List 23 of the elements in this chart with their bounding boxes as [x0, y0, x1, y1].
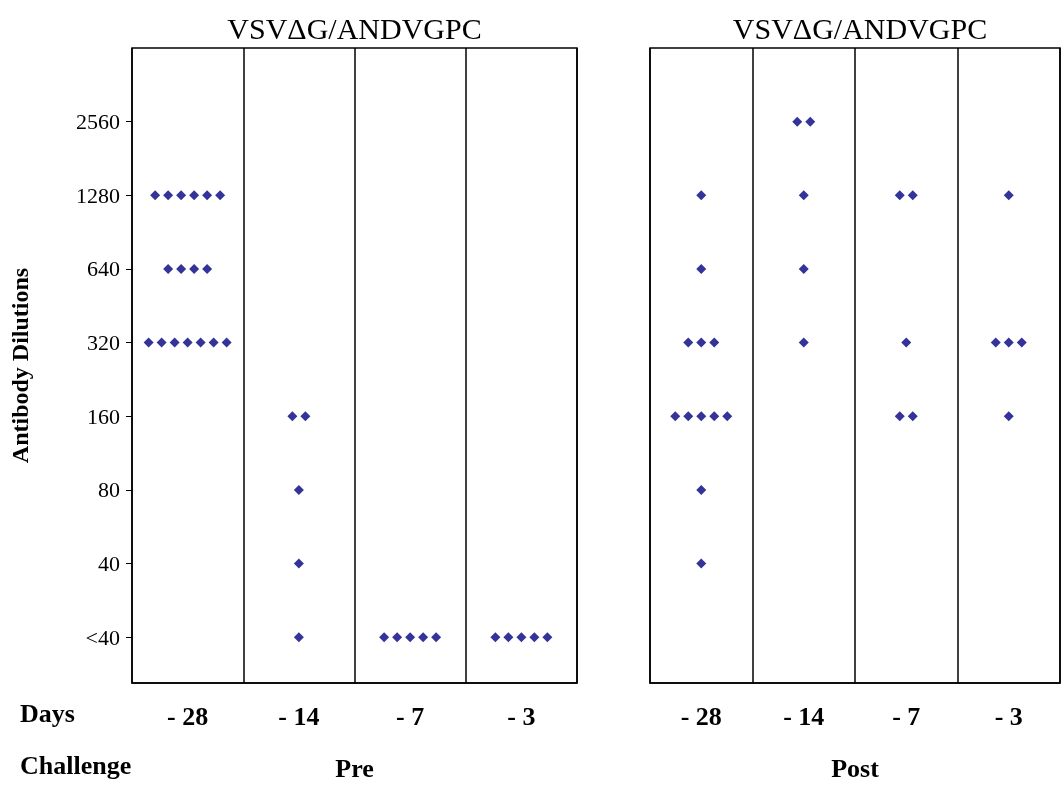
chart-title: VSVΔG/ANDVGPC [732, 11, 988, 45]
x-tick-label: - 14 [783, 701, 825, 731]
x-tick-label: - 7 [396, 701, 425, 731]
y-tick-label: 40 [98, 551, 120, 577]
text: Challenge [20, 750, 132, 780]
x-tick-label: - 28 [680, 701, 722, 731]
chart-title: VSVΔG/ANDVGPC [227, 11, 482, 45]
x-axis-title: Post [831, 753, 880, 783]
y-tick-label: 80 [98, 477, 120, 503]
y-tick-label: 160 [87, 403, 120, 429]
x-tick-label: - 3 [507, 701, 536, 731]
x-tick-label: - 7 [892, 701, 921, 731]
x-axis-title: Pre [335, 753, 374, 783]
y-tick-label: 640 [87, 256, 120, 282]
y-axis-title: Antibody Dilutions [7, 267, 33, 464]
x-tick-label: - 3 [994, 701, 1023, 731]
y-tick-label: 320 [87, 330, 120, 356]
text: Days [20, 698, 75, 728]
y-tick-label: <40 [85, 624, 120, 650]
x-tick-label: - 28 [167, 701, 209, 731]
y-tick-label: 2560 [76, 109, 120, 135]
x-tick-label: - 14 [278, 701, 320, 731]
y-tick-label: 1280 [76, 182, 120, 208]
